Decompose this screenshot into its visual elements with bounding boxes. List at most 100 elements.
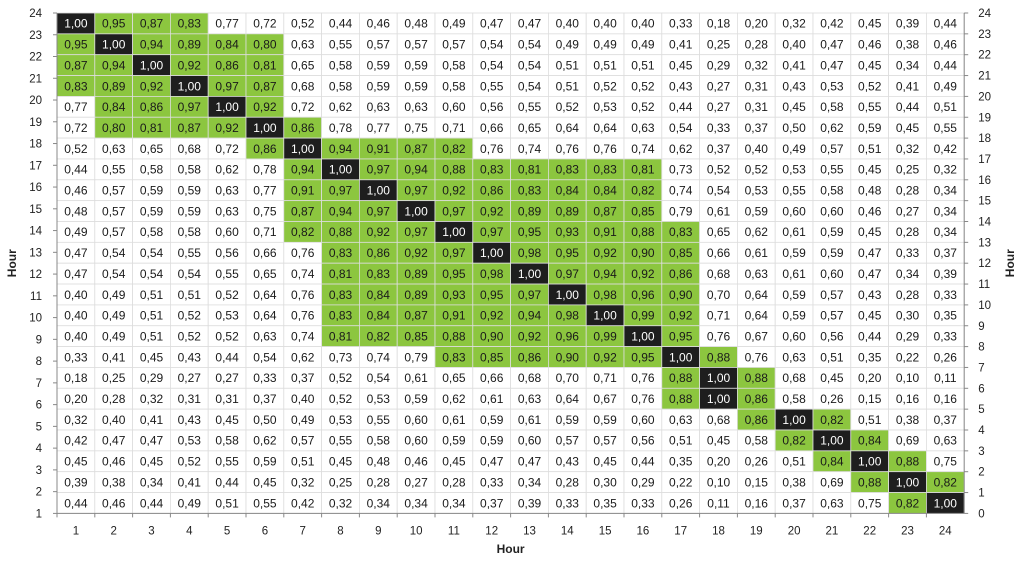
x-tick-label: 5 (224, 525, 230, 537)
cell-value-label: 0,97 (556, 267, 580, 281)
cell-value-label: 0,31 (745, 100, 769, 114)
cell-value-label: 0,97 (367, 204, 391, 218)
cell-value-label: 0,79 (404, 350, 428, 364)
cell-value-label: 0,62 (291, 350, 315, 364)
cell-value-label: 0,72 (64, 121, 88, 135)
cell-value-label: 1,00 (707, 371, 731, 385)
y-right-tick-label: 6 (978, 383, 984, 395)
cell-value-label: 1,00 (253, 121, 277, 135)
cell-value-label: 0,49 (934, 79, 958, 93)
cell-value-label: 0,94 (404, 163, 428, 177)
cell-value-label: 0,40 (745, 142, 769, 156)
cell-value-label: 0,15 (745, 475, 769, 489)
cell-value-label: 0,61 (404, 371, 428, 385)
cell-value-label: 0,31 (178, 392, 202, 406)
cell-value-label: 0,58 (329, 58, 353, 72)
cell-value-label: 0,77 (215, 17, 239, 31)
cell-value-label: 0,95 (669, 329, 693, 343)
x-tick-label: 24 (939, 525, 952, 537)
cell-value-label: 0,60 (518, 434, 542, 448)
cell-value-label: 0,33 (934, 329, 958, 343)
x-tick-label: 18 (712, 525, 725, 537)
cell-value-label: 0,82 (934, 475, 958, 489)
cell-value-label: 0,45 (253, 475, 277, 489)
cell-value-label: 0,75 (404, 121, 428, 135)
cell-value-label: 0,52 (329, 371, 353, 385)
cell-value-label: 0,81 (329, 329, 353, 343)
cell-value-label: 0,45 (140, 455, 164, 469)
cell-value-label: 0,28 (367, 475, 391, 489)
cell-value-label: 0,53 (745, 184, 769, 198)
cell-value-label: 0,58 (140, 225, 164, 239)
cell-value-label: 0,75 (858, 496, 882, 510)
cell-value-label: 0,83 (593, 163, 617, 177)
cell-value-label: 0,35 (593, 496, 617, 510)
cell-value-label: 0,29 (707, 58, 731, 72)
cell-value-label: 0,46 (64, 184, 88, 198)
cell-value-label: 0,45 (707, 434, 731, 448)
cell-value-label: 0,71 (253, 225, 277, 239)
cell-value-label: 0,53 (782, 163, 806, 177)
cell-value-label: 0,58 (178, 163, 202, 177)
cell-value-label: 0,44 (140, 496, 164, 510)
cell-value-label: 0,20 (745, 17, 769, 31)
cell-value-label: 0,34 (140, 475, 164, 489)
cell-value-label: 0,55 (518, 100, 542, 114)
cell-value-label: 0,52 (631, 79, 655, 93)
cell-value-label: 0,93 (442, 288, 466, 302)
cell-value-label: 0,89 (404, 288, 428, 302)
cell-value-label: 0,74 (367, 350, 391, 364)
cell-value-label: 0,92 (404, 246, 428, 260)
cell-value-label: 0,63 (782, 350, 806, 364)
cell-value-label: 0,51 (934, 100, 958, 114)
cell-value-label: 0,27 (215, 371, 239, 385)
cell-value-label: 0,86 (669, 267, 693, 281)
cell-value-label: 0,90 (631, 246, 655, 260)
cell-value-label: 0,59 (593, 413, 617, 427)
cell-value-label: 0,51 (858, 142, 882, 156)
cell-value-label: 0,45 (64, 455, 88, 469)
cell-value-label: 0,94 (102, 58, 126, 72)
cell-value-label: 0,45 (329, 455, 353, 469)
cell-value-label: 0,44 (896, 100, 920, 114)
cell-value-label: 0,54 (518, 58, 542, 72)
cell-value-label: 0,27 (178, 371, 202, 385)
cell-value-label: 0,42 (820, 17, 844, 31)
cell-value-label: 0,77 (64, 100, 88, 114)
heatmap-axes: 1 2 3 4 5 6 7 8 9 10 11 12 13 14 15 16 17 18 19 20 21 22 23 241… (29, 8, 991, 537)
cell-value-label: 0,45 (896, 121, 920, 135)
cell-value-label: 0,55 (934, 121, 958, 135)
cell-value-label: 0,49 (178, 496, 202, 510)
cell-value-label: 0,60 (820, 204, 844, 218)
cell-value-label: 0,62 (329, 100, 353, 114)
cell-value-label: 0,53 (215, 309, 239, 323)
cell-value-label: 0,57 (102, 225, 126, 239)
cell-value-label: 0,94 (140, 38, 164, 52)
cell-value-label: 0,43 (178, 350, 202, 364)
cell-value-label: 0,88 (707, 350, 731, 364)
cell-value-label: 0,71 (707, 309, 731, 323)
cell-value-label: 0,45 (593, 455, 617, 469)
cell-value-label: 0,63 (820, 496, 844, 510)
cell-value-label: 0,78 (253, 163, 277, 177)
cell-value-label: 0,46 (858, 38, 882, 52)
cell-value-label: 0,47 (140, 434, 164, 448)
cell-value-label: 0,94 (329, 204, 353, 218)
cell-value-label: 0,38 (102, 475, 126, 489)
cell-value-label: 0,63 (669, 413, 693, 427)
cell-value-label: 0,45 (820, 371, 844, 385)
cell-value-label: 0,98 (480, 267, 504, 281)
cell-value-label: 0,37 (291, 371, 315, 385)
cell-value-label: 0,81 (329, 267, 353, 281)
cell-value-label: 0,44 (669, 100, 693, 114)
cell-value-label: 0,40 (64, 288, 88, 302)
cell-value-label: 0,55 (820, 163, 844, 177)
cell-value-label: 0,28 (442, 475, 466, 489)
cell-value-label: 0,87 (64, 58, 88, 72)
cell-value-label: 0,63 (367, 100, 391, 114)
cell-value-label: 0,45 (858, 58, 882, 72)
cell-value-label: 0,55 (215, 267, 239, 281)
x-tick-label: 17 (674, 525, 687, 537)
cell-value-label: 0,40 (556, 17, 580, 31)
y-right-tick-label: 5 (978, 404, 984, 416)
